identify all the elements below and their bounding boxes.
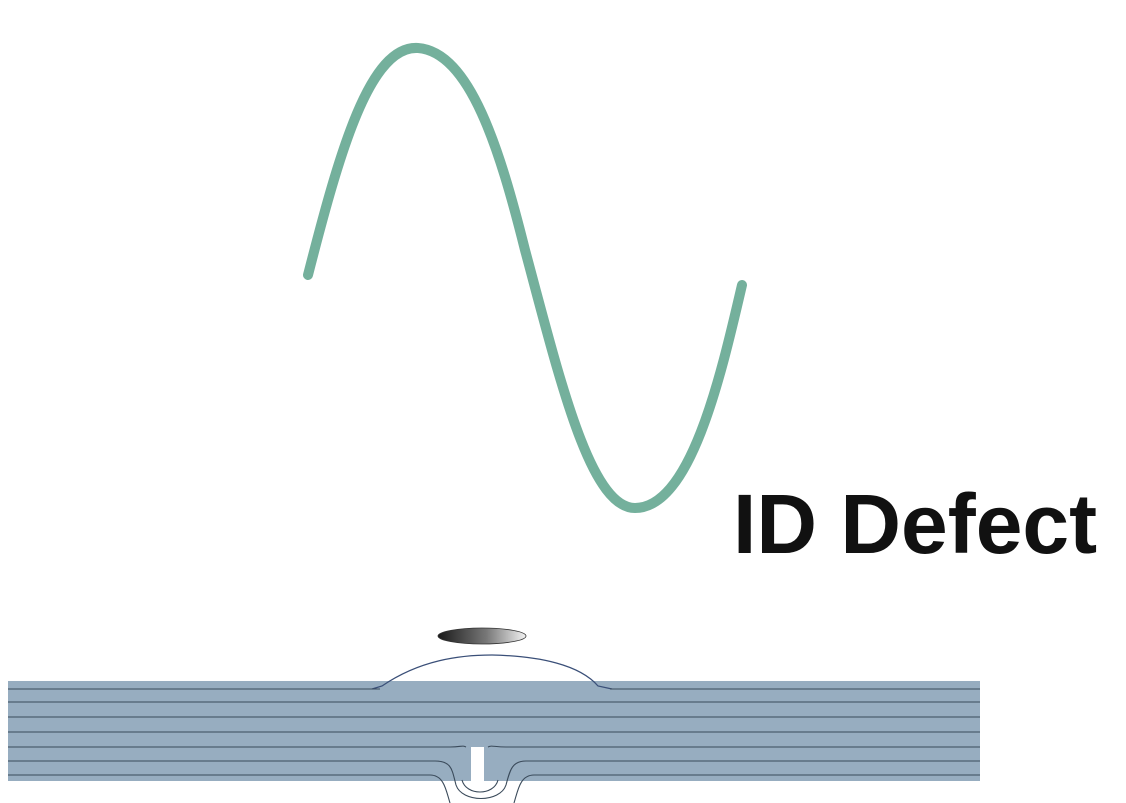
defect-notch	[471, 747, 484, 781]
field-bulge	[371, 654, 613, 690]
signal-wave	[303, 43, 747, 514]
plate	[8, 681, 980, 781]
defect-label: ID Defect	[733, 477, 1097, 571]
field-lines	[8, 688, 980, 803]
probe	[437, 627, 527, 645]
